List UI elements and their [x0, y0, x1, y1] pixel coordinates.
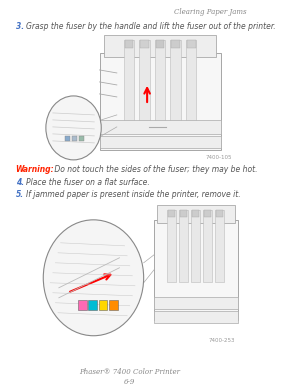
Bar — [203, 210, 212, 282]
Text: Do not touch the sides of the fuser; they may be hot.: Do not touch the sides of the fuser; the… — [52, 165, 257, 174]
Bar — [109, 300, 118, 310]
Text: 4.: 4. — [16, 178, 24, 187]
Bar — [170, 40, 181, 130]
Bar — [79, 136, 84, 141]
Text: 7400-105: 7400-105 — [206, 155, 232, 160]
Bar — [180, 210, 187, 217]
Text: 3.: 3. — [16, 22, 24, 31]
Bar — [100, 136, 221, 148]
Bar — [192, 210, 199, 217]
Bar — [99, 300, 107, 310]
Bar — [104, 35, 216, 57]
Bar — [72, 136, 77, 141]
Bar — [154, 311, 238, 323]
Bar — [124, 40, 133, 48]
Bar — [191, 210, 200, 282]
Circle shape — [46, 96, 101, 160]
Bar — [186, 40, 196, 130]
Text: Grasp the fuser by the handle and lift the fuser out of the printer.: Grasp the fuser by the handle and lift t… — [26, 22, 276, 31]
Text: Warning:: Warning: — [16, 165, 54, 174]
Circle shape — [43, 220, 144, 336]
Bar — [140, 40, 149, 48]
Text: Clearing Paper Jams: Clearing Paper Jams — [174, 8, 247, 16]
Bar — [100, 120, 221, 134]
Text: Place the fuser on a flat surface.: Place the fuser on a flat surface. — [26, 178, 150, 187]
Bar — [139, 40, 150, 130]
Bar — [187, 40, 196, 48]
Bar — [78, 300, 86, 310]
Bar — [179, 210, 188, 282]
Bar — [100, 53, 221, 150]
Bar — [154, 220, 238, 320]
Bar — [124, 40, 134, 130]
Bar — [157, 205, 236, 223]
Bar — [155, 40, 165, 130]
Bar — [204, 210, 211, 217]
Bar — [154, 297, 238, 309]
Bar — [216, 210, 223, 217]
Bar — [88, 300, 97, 310]
Text: 5.: 5. — [16, 190, 24, 199]
Bar — [168, 210, 175, 217]
Bar — [171, 40, 180, 48]
Bar — [65, 136, 70, 141]
Text: If jammed paper is present inside the printer, remove it.: If jammed paper is present inside the pr… — [26, 190, 241, 199]
Text: 6-9: 6-9 — [124, 378, 136, 386]
Bar — [156, 40, 164, 48]
Bar — [215, 210, 224, 282]
Text: 7400-253: 7400-253 — [209, 338, 236, 343]
Text: Phaser® 7400 Color Printer: Phaser® 7400 Color Printer — [79, 368, 180, 376]
Bar — [167, 210, 176, 282]
